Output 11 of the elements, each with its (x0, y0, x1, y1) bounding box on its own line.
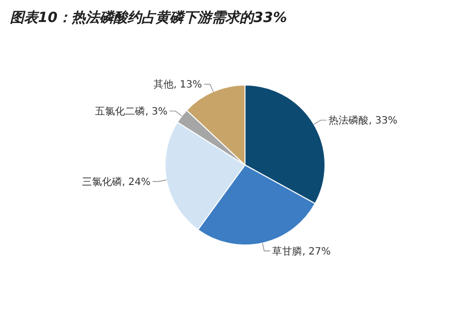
slice-label: 草甘膦 (272, 245, 302, 258)
data-label: , 24% (122, 176, 151, 188)
chart-title: 图表10：热法磷酸约占黄磷下游需求的33% (10, 10, 287, 26)
data-label: , 3% (145, 106, 168, 118)
slice-label: 其他 (153, 78, 174, 91)
data-label: , 33% (368, 116, 398, 127)
slice-label: 热法磷酸 (328, 114, 369, 127)
slice-label: 三氯化磷 (82, 176, 122, 188)
data-label: , 13% (173, 80, 202, 91)
slice-label: 五氯化二磷 (95, 106, 146, 118)
data-label: , 27% (302, 246, 331, 258)
